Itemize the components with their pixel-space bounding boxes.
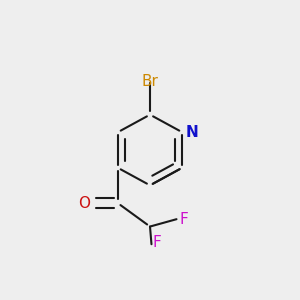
- Text: N: N: [185, 125, 198, 140]
- Text: Br: Br: [142, 74, 158, 89]
- Text: F: F: [153, 235, 162, 250]
- Text: O: O: [78, 196, 90, 211]
- Text: F: F: [179, 212, 188, 227]
